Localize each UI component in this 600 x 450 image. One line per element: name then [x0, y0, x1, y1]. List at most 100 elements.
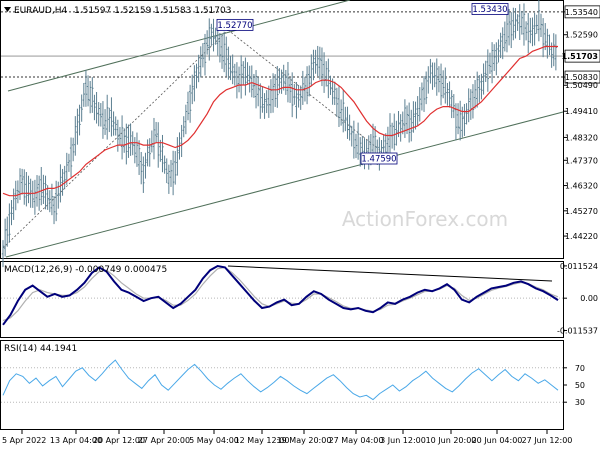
- price-bar: [416, 96, 419, 126]
- annotation-box: [471, 3, 509, 15]
- price-bar: [167, 164, 171, 194]
- price-bar: [203, 33, 207, 76]
- price-bar: [127, 124, 130, 158]
- price-bar: [95, 92, 98, 124]
- price-bar: [503, 21, 507, 52]
- time-axis-label: 27 May 04:00: [329, 436, 384, 445]
- price-bar: [327, 58, 330, 99]
- price-bar: [99, 103, 103, 127]
- macd-axis-label: 0.00: [580, 294, 598, 303]
- price-bar: [356, 122, 360, 160]
- price-bar: [220, 34, 224, 69]
- price-bar: [65, 152, 68, 185]
- price-bar: [254, 70, 258, 109]
- price-axis-label: 1.49410: [565, 107, 598, 116]
- price-bar: [48, 190, 51, 213]
- price-bar: [305, 66, 309, 105]
- price-bar: [193, 65, 196, 102]
- price-axis-label: 1.50830: [565, 73, 598, 82]
- price-bar: [84, 70, 88, 107]
- price-bar: [337, 85, 341, 127]
- price-bar: [444, 67, 447, 104]
- price-bar: [499, 32, 502, 59]
- time-axis-label: 5 Apr 2022: [2, 436, 46, 445]
- ohlc-values: 1.51597 1.52159 1.51583 1.51703: [74, 6, 231, 16]
- price-bar: [61, 168, 64, 196]
- price-bar: [123, 128, 126, 153]
- annotation-label: 1.52770: [217, 21, 252, 31]
- price-bar: [548, 34, 551, 56]
- price-bar: [467, 88, 470, 123]
- price-bar: [401, 111, 404, 135]
- price-bar: [180, 124, 183, 158]
- price-bar: [256, 77, 260, 107]
- price-bar: [318, 46, 322, 80]
- price-axis-label: 1.51703: [562, 52, 598, 61]
- price-bar: [344, 106, 347, 132]
- price-bar: [271, 73, 275, 113]
- price-bar: [31, 180, 34, 208]
- price-bar: [188, 84, 192, 123]
- price-bar: [210, 23, 213, 46]
- price-bar: [350, 125, 353, 147]
- price-bar: [518, 4, 521, 40]
- price-bar: [410, 109, 413, 142]
- price-bar: [348, 114, 351, 141]
- price-axis-label: 1.46320: [565, 182, 598, 191]
- price-bar: [154, 121, 158, 143]
- annotation-label: 1.53430: [472, 5, 507, 15]
- price-bar: [244, 57, 247, 96]
- price-bar: [333, 81, 336, 106]
- price-bar: [352, 120, 356, 159]
- price-bar: [312, 49, 315, 81]
- price-bar: [414, 101, 417, 130]
- price-bar: [471, 84, 475, 119]
- price-bar: [475, 71, 479, 108]
- price-annotation: 1.53430: [471, 3, 509, 15]
- price-bar: [507, 8, 511, 46]
- price-bar: [33, 179, 37, 215]
- price-bar: [227, 46, 230, 80]
- price-bar: [137, 140, 141, 175]
- price-bar: [314, 49, 317, 74]
- price-bar: [493, 44, 496, 71]
- price-bar: [171, 150, 175, 196]
- price-bar: [437, 66, 441, 93]
- annotation-label: 1.47590: [361, 155, 396, 165]
- price-bar: [297, 84, 300, 108]
- price-bar: [69, 137, 73, 177]
- price-bar: [386, 126, 390, 157]
- price-bar: [37, 175, 41, 211]
- price-bar: [269, 79, 273, 114]
- price-bar: [429, 58, 432, 84]
- price-bar: [282, 64, 285, 91]
- symbol-label: EURAUD,H4: [14, 6, 67, 16]
- price-bar: [259, 83, 262, 119]
- price-bar: [263, 93, 266, 119]
- price-bar: [465, 103, 468, 125]
- price-bar: [524, 21, 528, 41]
- price-bar: [537, 0, 541, 42]
- time-axis-label: 10 Jun 20:00: [426, 436, 477, 445]
- price-bar: [112, 111, 115, 136]
- price-bar: [248, 65, 251, 93]
- price-bar: [144, 152, 147, 179]
- price-bar: [163, 155, 166, 174]
- price-bar: [218, 32, 222, 63]
- price-bar: [456, 103, 460, 135]
- price-bar: [276, 66, 279, 108]
- watermark: ActionForex.com: [342, 207, 508, 231]
- price-bar: [546, 28, 549, 59]
- time-axis-label: 13 Apr 04:00: [50, 436, 102, 445]
- price-bar: [441, 70, 445, 99]
- price-bar: [554, 34, 558, 71]
- price-bar: [165, 158, 168, 184]
- price-bar: [3, 218, 7, 257]
- price-bar: [12, 188, 15, 220]
- price-bar: [16, 180, 20, 204]
- price-annotations: 1.52770 1.53430 1.47590: [216, 3, 509, 165]
- price-bar: [522, 3, 526, 46]
- price-axis-label: 1.52590: [565, 31, 598, 40]
- price-bar: [191, 74, 194, 105]
